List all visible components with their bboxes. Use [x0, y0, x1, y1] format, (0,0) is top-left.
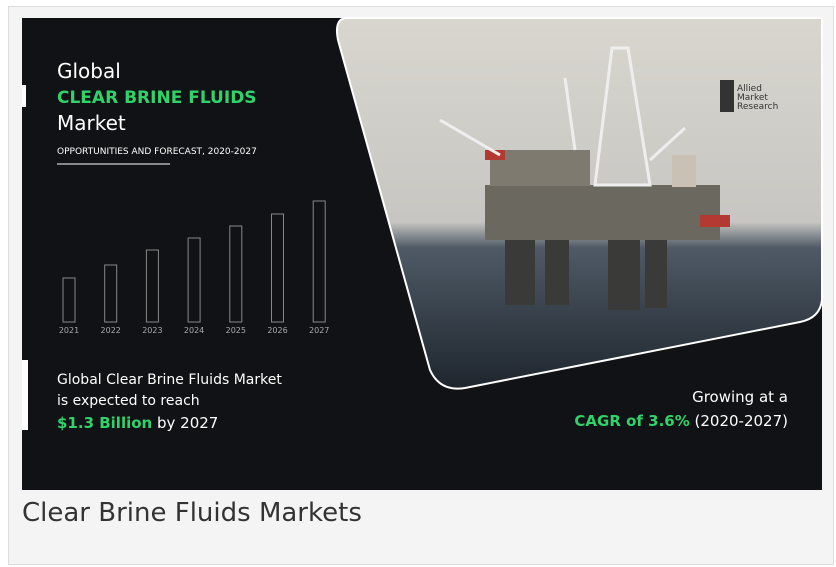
- title-line: Global: [57, 59, 121, 83]
- period: (2020-2027): [695, 412, 788, 430]
- year-label: 2023: [142, 326, 162, 335]
- amount: $1.3 Billion: [57, 414, 152, 432]
- summary-amount-line: $1.3 Billion by 2027: [57, 414, 218, 432]
- year-label: 2026: [267, 326, 287, 335]
- accent: [22, 85, 26, 107]
- cagr: CAGR of 3.6%: [574, 412, 689, 430]
- title-highlight: CLEAR BRINE FLUIDS: [57, 88, 257, 108]
- year-label: 2021: [59, 326, 79, 335]
- title-line: Market: [57, 111, 126, 135]
- logo-text: Research: [737, 102, 778, 112]
- logo-mark: [720, 80, 734, 112]
- year-label: 2022: [101, 326, 121, 335]
- summary-text: Global Clear Brine Fluids Market: [57, 372, 282, 388]
- year-label: 2025: [226, 326, 246, 335]
- summary-text: is expected to reach: [57, 393, 200, 409]
- banner-image: Allied Market Research Global CLEAR BRIN…: [0, 0, 836, 567]
- accent: [22, 360, 28, 430]
- subtitle: OPPORTUNITIES AND FORECAST, 2020-2027: [57, 147, 257, 157]
- growth-text: Growing at a: [692, 388, 788, 406]
- year-label: 2027: [309, 326, 329, 335]
- page: {"banner":{"title_line1":"Global","title…: [0, 0, 836, 567]
- amount-suffix: by 2027: [157, 414, 218, 432]
- year-label: 2024: [184, 326, 204, 335]
- growth-line: CAGR of 3.6% (2020-2027): [574, 412, 788, 430]
- caption: Clear Brine Fluids Markets: [22, 498, 362, 528]
